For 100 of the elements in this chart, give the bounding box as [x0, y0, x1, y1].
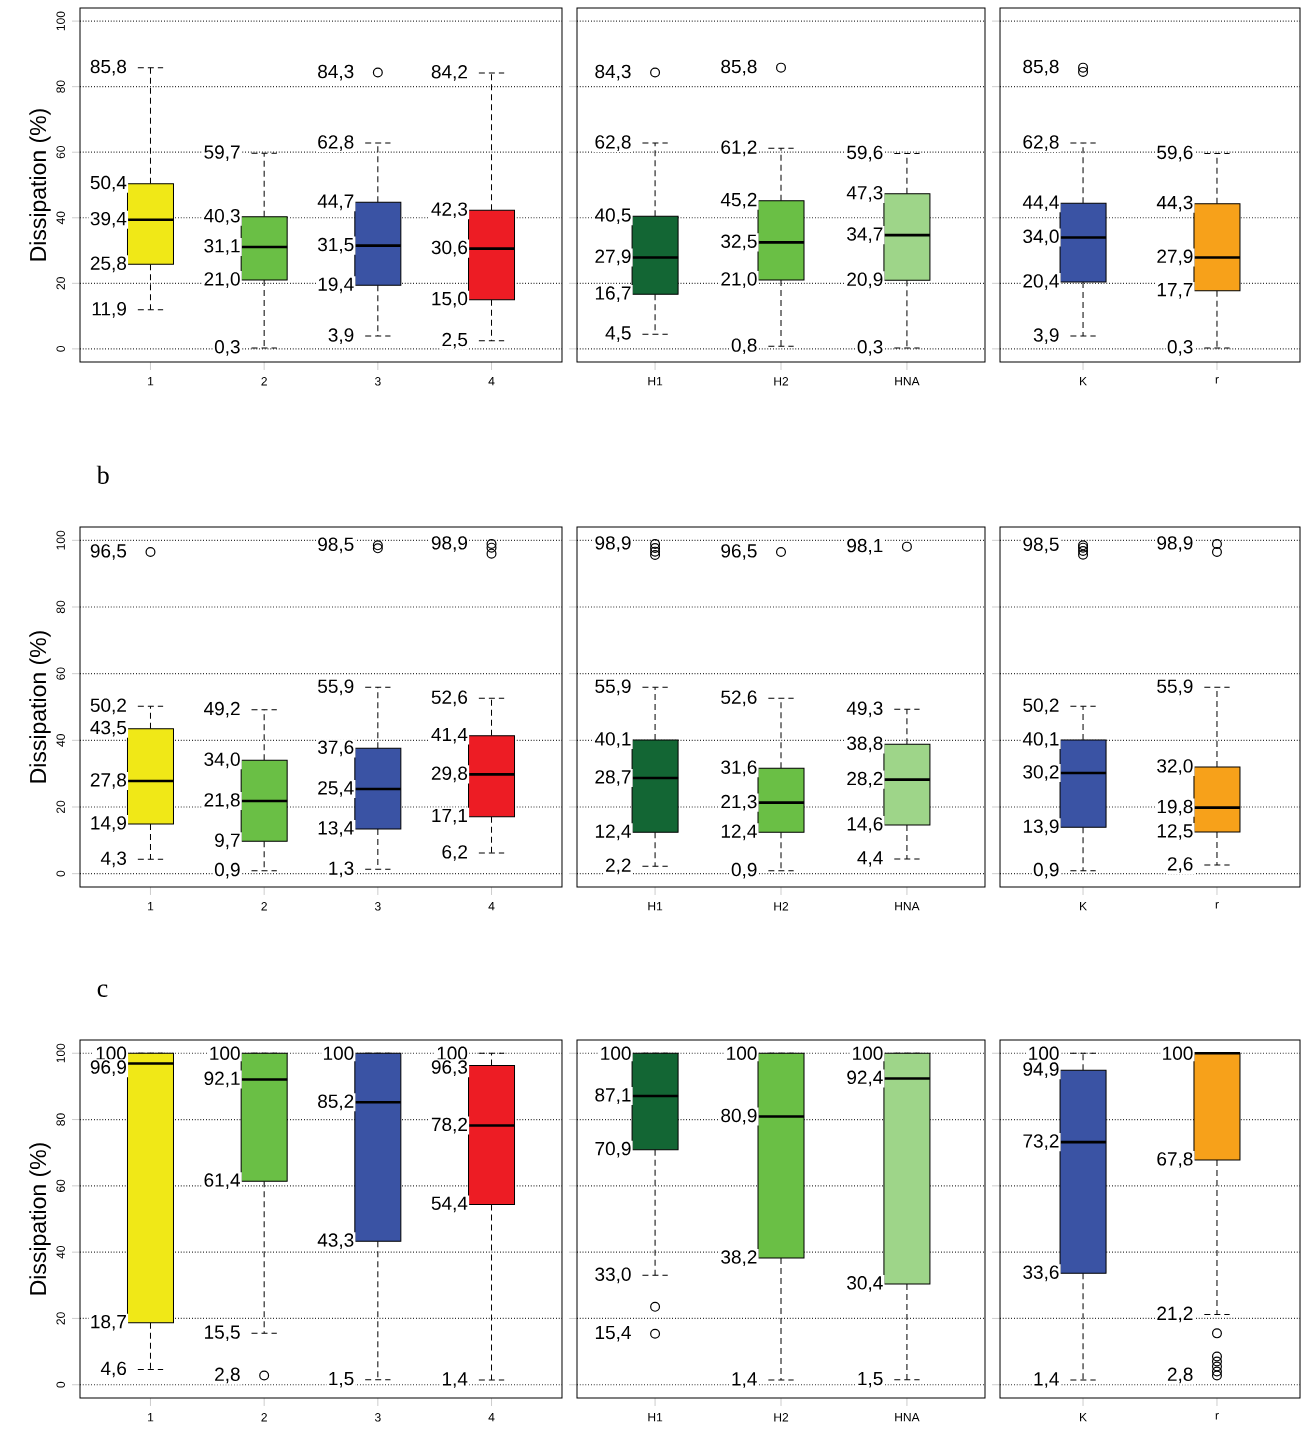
annotation: 2,8 [215, 1367, 240, 1384]
annotation: 52,6 [721, 690, 757, 707]
annotation: 100 [96, 1046, 127, 1060]
annotation: 28,2 [847, 771, 883, 788]
x-tick-label: 4 [488, 1413, 495, 1422]
annotation: 4,5 [605, 326, 631, 342]
annotation: 94,9 [1023, 1062, 1059, 1079]
annotation: 80,9 [721, 1108, 757, 1125]
y-axis-title: Dissipation (%) [29, 1143, 51, 1295]
annotation: 27,9 [595, 249, 631, 266]
annotation: 98,5 [1023, 537, 1059, 554]
annotation: 84,3 [318, 64, 354, 81]
annotation: 55,9 [318, 679, 354, 696]
annotation: 50,4 [90, 175, 127, 192]
annotation: 98,9 [595, 536, 631, 552]
annotation: 44,7 [317, 194, 354, 211]
x-tick-label: 2 [261, 1413, 267, 1422]
annotation: 12,4 [595, 824, 631, 841]
annotation: 87,1 [595, 1088, 631, 1104]
annotation: 1,4 [1034, 1372, 1059, 1388]
annotation: 13,9 [1023, 819, 1059, 836]
x-tick-label: K [1080, 1413, 1087, 1422]
y-tick-label: 0 [56, 1381, 65, 1388]
annotation: 32,5 [721, 234, 757, 251]
annotation: 38,8 [847, 736, 883, 753]
annotation: 84,2 [431, 65, 467, 81]
y-tick-label: 100 [56, 1043, 65, 1063]
y-tick-label: 80 [56, 80, 65, 93]
x-tick-label: 1 [148, 377, 154, 386]
annotation: 100 [727, 1046, 757, 1060]
y-tick-label: 40 [56, 1245, 65, 1259]
annotation: 18,7 [91, 1314, 126, 1331]
annotation: 44,4 [1022, 195, 1059, 212]
annotation: 6,2 [442, 845, 467, 861]
chart-title: c [97, 984, 108, 997]
annotation: 30,4 [847, 1276, 883, 1292]
x-tick-label: K [1080, 377, 1087, 386]
annotation: 13,4 [318, 821, 354, 837]
x-tick-label: H1 [648, 377, 663, 386]
annotation: 2,2 [606, 858, 631, 875]
x-tick-label: HNA [895, 902, 920, 911]
annotation: 15,5 [205, 1325, 240, 1342]
annotation: 98,9 [1157, 536, 1193, 552]
y-axis-title: Dissipation (%) [29, 631, 51, 783]
y-tick-label: 60 [56, 1179, 65, 1192]
y-tick-label: 80 [56, 1113, 65, 1126]
annotation: 100 [1029, 1046, 1059, 1060]
x-tick-label: 2 [261, 902, 267, 911]
annotation: 55,9 [595, 679, 631, 696]
chart-title: b [96, 465, 109, 484]
annotation: 19,4 [318, 277, 354, 294]
annotation: 100 [853, 1046, 883, 1060]
y-axis-title: Dissipation (%) [29, 109, 51, 261]
annotation: 43,3 [317, 1233, 354, 1250]
annotation: 61,4 [204, 1173, 240, 1190]
x-tick-label: 1 [148, 1413, 154, 1422]
annotation: 96,3 [431, 1060, 468, 1077]
annotation: 9,7 [215, 833, 240, 850]
annotation: 1,3 [329, 861, 354, 878]
annotation: 59,7 [204, 145, 240, 162]
annotation: 4,4 [857, 851, 883, 867]
x-tick-label: H1 [648, 902, 663, 911]
annotation: 14,9 [91, 816, 126, 832]
y-tick-label: 40 [56, 734, 65, 747]
y-tick-label: 20 [56, 800, 65, 814]
annotation: 37,6 [317, 740, 354, 757]
annotation: 31,5 [317, 237, 354, 254]
annotation: 29,8 [431, 766, 468, 783]
annotation: 20,4 [1023, 274, 1059, 290]
x-tick-label: H2 [774, 902, 789, 911]
x-tick-label: r [1215, 377, 1219, 384]
y-tick-label: 100 [56, 11, 65, 31]
annotation: 17,7 [1157, 283, 1193, 299]
annotation: 100 [437, 1046, 468, 1060]
annotation: 0,3 [214, 340, 240, 356]
annotation: 62,8 [595, 135, 631, 151]
annotation: 4,3 [100, 851, 127, 868]
annotation: 1,4 [732, 1372, 757, 1388]
annotation: 45,2 [720, 192, 757, 209]
annotation: 39,4 [90, 211, 127, 228]
x-tick-label: 4 [488, 377, 495, 386]
annotation: 44,3 [1156, 195, 1193, 212]
x-tick-label: HNA [895, 1413, 920, 1422]
annotation: 20,9 [847, 272, 883, 289]
y-tick-label: 60 [56, 146, 65, 159]
x-tick-label: r [1215, 902, 1219, 909]
annotation: 41,4 [431, 727, 468, 744]
x-tick-label: K [1080, 902, 1087, 911]
annotation: 34,7 [847, 227, 883, 243]
annotation: 100 [323, 1046, 354, 1060]
annotation: 16,7 [595, 286, 631, 302]
annotation: 1,5 [858, 1372, 883, 1388]
annotation: 40,1 [594, 732, 631, 748]
annotation: 21,8 [204, 793, 240, 809]
annotation: 85,8 [1023, 59, 1059, 76]
annotation: 30,2 [1023, 765, 1059, 781]
annotation: 15,0 [432, 291, 468, 308]
y-tick-label: 20 [56, 1312, 65, 1325]
annotation: 98,5 [318, 537, 354, 554]
annotation: 21,3 [721, 794, 757, 811]
